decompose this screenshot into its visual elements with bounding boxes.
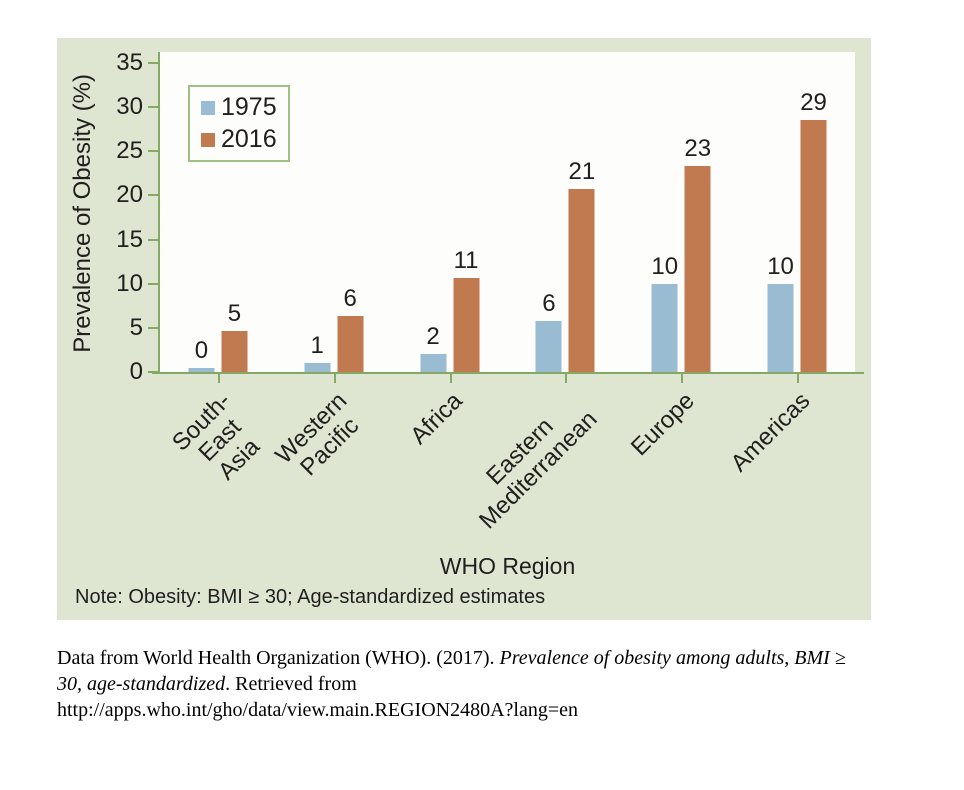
y-tick-label: 10 [116,269,143,297]
bar-pair: 10 29 [767,91,827,372]
bar-1975: 10 [651,254,678,372]
legend-item: 2016 [201,126,277,153]
legend-swatch-1975 [201,100,215,115]
bar-value-label: 11 [453,247,479,275]
bar-group: 6 21 Eastern Mediterranean [474,52,623,535]
y-tick [148,62,158,64]
x-tick [681,374,684,383]
bar-pair: 10 23 [651,137,711,372]
x-category-label: Africa [405,387,468,450]
x-category-label: Eastern Mediterranean [473,405,603,535]
bar-2016: 23 [684,137,711,372]
y-tick-label: 20 [116,181,143,209]
bar-2016: 5 [221,301,248,372]
x-axis-title: WHO Region [439,553,576,579]
bar-value-label: 2 [426,323,440,351]
y-tick [148,238,158,241]
legend-item: 1975 [201,94,277,121]
y-tick [148,194,158,197]
bar-1975: 6 [535,291,562,372]
y-tick [148,282,158,285]
x-tick [565,374,568,383]
y-tick-label: 5 [129,313,143,341]
bar-value-label: 5 [227,299,242,327]
y-tick-label: 0 [129,358,143,385]
x-category-label: Americas [725,387,816,478]
citation-line: http://apps.who.int/gho/data/view.main.R… [57,697,937,723]
x-category-label: Western Pacific [270,387,365,482]
bar-pair: 2 11 [420,249,480,372]
citation-segment: . Retrieved from [225,673,357,695]
citation-title-italic: Prevalence of obesity among adults, BMI … [499,647,846,669]
citation-segment: Data from World Health Organization (WHO… [57,647,500,669]
y-tick-label: 15 [116,225,143,253]
citation-text: Data from World Health Organization (WHO… [57,645,937,723]
chart-note: Note: Obesity: BMI ≥ 30; Age-standardize… [75,586,546,608]
legend-swatch-2016 [201,132,215,147]
y-tick [148,106,158,109]
bar-2016: 11 [453,249,480,372]
bar-2016: 21 [569,160,595,372]
bar-group: 0 5 South-East Asia [160,52,276,485]
legend: 1975 2016 [188,85,290,162]
x-axis-line [152,372,864,374]
bar-2016: 29 [800,91,827,372]
bar-value-label: 0 [194,337,209,365]
bar-2016: 6 [337,286,364,372]
bar-value-label: 6 [343,284,357,312]
x-tick [333,374,336,383]
citation-title-italic: 30, age-standardized [57,673,226,695]
citation-line: Data from World Health Organization (WHO… [57,645,937,671]
bar-value-label: 21 [568,158,596,186]
bar-group: 2 11 Africa [392,52,508,450]
x-category-label: South-East Asia [167,387,266,486]
bar-value-label: 10 [767,252,794,280]
y-tick-label: 25 [116,137,143,165]
legend-label: 1975 [221,93,277,121]
bar-group: 10 23 Europe [623,52,739,461]
bar-1975: 0 [188,339,215,372]
bar-value-label: 23 [684,135,712,163]
citation-segment: http://apps.who.int/gho/data/view.main.R… [57,699,579,721]
bar-groups: 0 5 South-East Asia 1 6 Western Pacific 2 11 Afr… [160,52,855,535]
bar-value-label: 10 [651,252,679,280]
y-tick [148,326,158,329]
bar-1975: 2 [420,325,447,372]
x-tick [217,374,220,383]
bar-value-label: 29 [800,89,827,117]
x-category-label: Europe [625,387,700,462]
bar-1975: 10 [767,254,794,372]
chart-panel: Prevalence of Obesity (%) 0 5 10 15 20 25 30 35… [57,38,871,620]
bar-value-label: 1 [310,332,324,360]
y-tick-label: 35 [116,49,143,76]
y-tick [148,150,158,153]
x-tick [797,374,800,383]
y-tick-label: 30 [116,93,143,121]
bar-group: 1 6 Western Pacific [270,52,392,481]
bar-pair: 6 21 [535,160,595,372]
y-axis-line [158,52,160,374]
bar-value-label: 6 [542,289,556,317]
citation-line: 30, age-standardized. Retrieved from [57,671,937,697]
x-tick [449,374,452,383]
bar-group: 10 29 Americas [726,52,855,477]
legend-label: 2016 [221,125,277,153]
bar-1975: 1 [304,334,331,372]
